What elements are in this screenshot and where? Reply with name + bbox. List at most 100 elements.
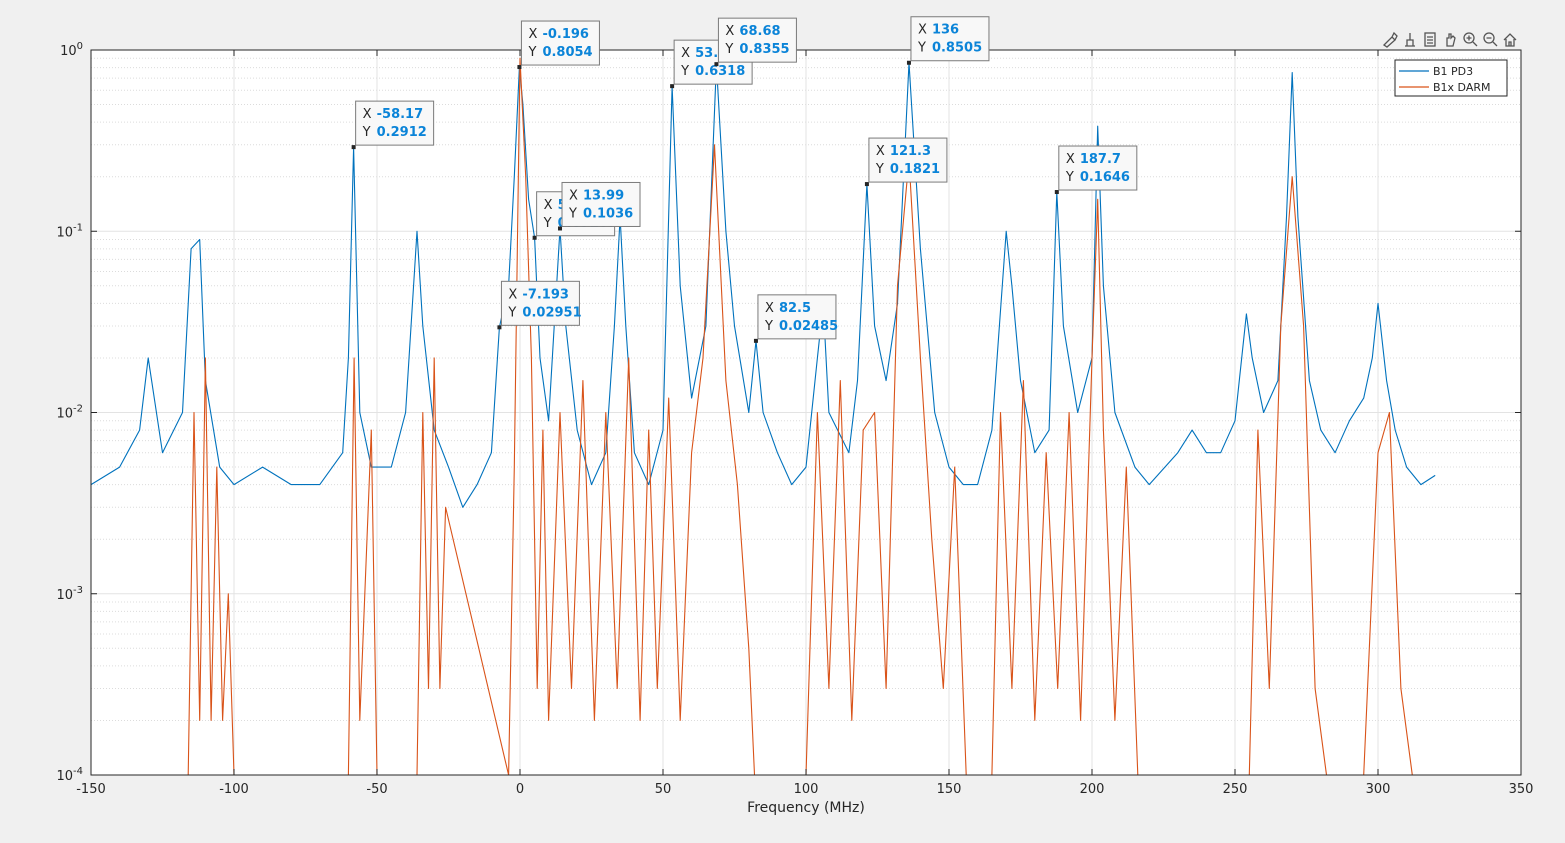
datatip-marker	[670, 84, 675, 89]
x-tick-label: 250	[1223, 782, 1248, 797]
pan-icon[interactable]	[1446, 33, 1456, 47]
datatip-x-key: X	[765, 301, 774, 316]
zoom-out-icon[interactable]	[1483, 32, 1498, 47]
legend-label: B1x DARM	[1433, 81, 1491, 94]
datatip-x-value: -58.17	[377, 107, 424, 122]
datatip-x-key: X	[508, 287, 517, 302]
datatip-x-key: X	[876, 144, 885, 159]
datatip-marker	[714, 62, 719, 67]
datatip-x-key: X	[528, 27, 537, 42]
legend-box	[1394, 59, 1508, 97]
datatip-marker	[558, 226, 563, 231]
brush-icon[interactable]	[1382, 31, 1398, 48]
datatip-x-value: -7.193	[522, 287, 569, 302]
y-tick-label: 10-1	[56, 222, 83, 240]
x-tick-label: -100	[219, 782, 249, 797]
datatip-x-key: X	[544, 198, 553, 213]
datatip-x-value: 121.3	[890, 144, 931, 159]
legend-label: B1 PD3	[1433, 65, 1473, 78]
datatip-y-value: 0.1821	[890, 162, 940, 177]
datatip-marker	[351, 145, 356, 150]
datatip-box	[355, 100, 435, 146]
datatip-box	[868, 137, 948, 183]
x-tick-label: 350	[1509, 782, 1534, 797]
datatip-layer: X -58.17 Y 0.2912 X -7.193 Y 0.02951 X -0.196 Y 0.8…	[351, 16, 1138, 343]
datatip[interactable]: X 136 Y 0.8505	[906, 16, 990, 65]
datatip-box	[757, 294, 837, 340]
datatip-y-key: Y	[568, 206, 577, 221]
datatip-box	[910, 16, 990, 62]
x-tick-label: 50	[655, 782, 672, 797]
datatip-y-key: Y	[362, 125, 371, 140]
datatip-marker	[864, 182, 869, 187]
x-tick-label: 0	[516, 782, 524, 797]
datatip-x-key: X	[681, 46, 690, 61]
datatip-x-key: X	[725, 24, 734, 39]
datatip-y-value: 0.6318	[695, 64, 745, 79]
y-tick-label: 10-4	[56, 766, 83, 784]
datatip-x-key: X	[918, 23, 927, 38]
datatip[interactable]: X -58.17 Y 0.2912	[351, 100, 435, 150]
datatip-box	[520, 20, 600, 66]
series-line-2	[187, 57, 1413, 776]
datatip-box	[561, 181, 641, 227]
axes-toolbar	[1380, 30, 1520, 48]
datatip-x-key: X	[363, 107, 372, 122]
datatip-x-value: 68.68	[739, 24, 780, 39]
x-axis-label: Frequency (MHz)	[747, 800, 865, 816]
datatip-x-value: -0.196	[542, 27, 589, 42]
datatip[interactable]: X 13.99 Y 0.1036	[558, 181, 641, 231]
datatip[interactable]: X 187.7 Y 0.1646	[1054, 145, 1138, 195]
y-tick-label: 100	[60, 41, 83, 59]
y-tick-label: 10-2	[56, 404, 83, 422]
datatip-y-key: Y	[724, 42, 733, 57]
datatip[interactable]: X -7.193 Y 0.02951	[497, 280, 582, 330]
datatip-marker	[1054, 190, 1059, 195]
x-tick-label: 200	[1080, 782, 1105, 797]
tick-labels: -150 -100 -50 0 50 100 150 200 250 300 350 10-4 10-3…	[56, 41, 1533, 797]
datatip-marker	[517, 65, 522, 70]
datatip-y-value: 0.1646	[1080, 170, 1130, 185]
x-tick-label: -150	[76, 782, 106, 797]
insert-legend-icon[interactable]	[1424, 32, 1436, 47]
x-tick-label: 150	[937, 782, 962, 797]
datatip-x-value: 13.99	[583, 188, 624, 203]
datatip-y-value: 0.02485	[779, 319, 838, 334]
datatip-x-key: X	[569, 188, 578, 203]
datatip-y-key: Y	[543, 216, 552, 231]
datatip-y-value: 0.2912	[377, 125, 427, 140]
home-icon[interactable]	[1503, 33, 1517, 47]
data-cursor-icon[interactable]	[1405, 33, 1415, 47]
datatip-y-key: Y	[1065, 170, 1074, 185]
series-layer	[90, 57, 1436, 776]
datatip[interactable]: X -0.196 Y 0.8054	[517, 20, 600, 70]
datatip-box	[717, 17, 797, 63]
datatip-marker	[497, 325, 502, 330]
x-tick-label: -50	[366, 782, 387, 797]
datatip-x-key: X	[1066, 152, 1075, 167]
datatip-box	[500, 280, 580, 326]
datatip-x-value: 136	[932, 23, 959, 38]
x-tick-label: 100	[794, 782, 819, 797]
series-line-1	[90, 62, 1436, 508]
datatip[interactable]: X 68.68 Y 0.8355	[714, 17, 797, 67]
datatip-y-key: Y	[917, 41, 926, 56]
datatip[interactable]: X 121.3 Y 0.1821	[864, 137, 948, 187]
datatip-marker	[753, 338, 758, 343]
legend[interactable]: B1 PD3 B1x DARM	[1394, 59, 1508, 97]
datatip-y-value: 0.02951	[522, 305, 581, 320]
datatip-y-value: 0.8054	[542, 45, 592, 60]
datatip-y-value: 0.1036	[583, 206, 633, 221]
datatip[interactable]: X 82.5 Y 0.02485	[753, 294, 838, 343]
datatip-y-key: Y	[680, 64, 689, 79]
datatip-y-key: Y	[764, 319, 773, 334]
datatip-y-key: Y	[507, 305, 516, 320]
datatip-y-key: Y	[875, 162, 884, 177]
datatip-x-value: 187.7	[1080, 152, 1121, 167]
datatip-y-value: 0.8355	[739, 42, 789, 57]
zoom-in-icon[interactable]	[1463, 32, 1478, 47]
x-tick-label: 300	[1366, 782, 1391, 797]
datatip-marker	[532, 235, 537, 240]
